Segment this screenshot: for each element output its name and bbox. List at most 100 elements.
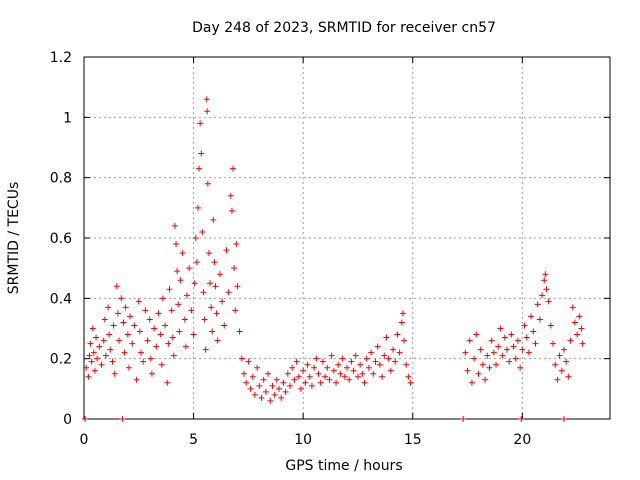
data-point [158,361,165,368]
data-point [147,355,154,362]
data-point [372,358,379,365]
data-point [344,364,350,371]
data-point [565,373,572,380]
data-point [556,352,563,359]
data-point [363,355,370,362]
data-point [376,361,383,368]
data-point [171,222,178,229]
data-point [280,379,287,386]
data-point [530,328,537,335]
data-point [379,373,386,380]
data-point [560,416,567,422]
data-point [168,307,175,314]
data-point [306,373,313,380]
data-point [221,322,228,329]
data-point [170,352,177,359]
y-tick-label: 0.2 [50,352,72,368]
data-point [162,322,169,329]
data-point [93,334,100,341]
data-point [100,337,107,344]
data-point [542,271,549,278]
data-point [245,358,252,365]
data-point [394,331,401,338]
data-point [464,367,471,374]
data-point [324,364,331,371]
data-point [471,355,478,362]
data-point [203,96,210,103]
data-point [271,391,278,398]
data-point [228,207,235,214]
data-point [291,376,298,383]
y-tick-label: 1 [63,110,72,126]
data-point [293,358,300,365]
data-point [94,355,101,362]
data-point [188,307,195,314]
x-tick-label: 10 [294,432,312,448]
data-point [169,334,176,341]
data-point [262,388,269,395]
data-point [230,165,237,172]
data-point [133,376,140,383]
data-point [473,331,480,338]
data-point [193,259,200,266]
data-point [276,385,283,392]
data-point [205,250,212,257]
data-point [109,358,116,365]
data-point [282,388,289,395]
data-point [477,346,484,353]
y-tick-label: 0.8 [50,171,72,187]
data-point [501,334,508,341]
data-point [127,313,134,320]
data-point [119,416,126,422]
data-point [164,379,171,386]
data-point [499,352,506,359]
data-point [567,337,574,344]
data-point [374,343,381,350]
y-tick-label: 1.2 [50,50,72,66]
data-point [107,346,114,353]
data-point [182,343,189,350]
data-point [89,325,96,332]
data-point [201,316,208,323]
data-point [569,304,576,311]
data-point [234,283,241,290]
data-point [528,313,535,320]
data-point [142,307,149,314]
data-point [576,313,583,320]
data-point [552,361,559,368]
data-point [106,331,113,338]
data-point [493,361,500,368]
data-point [166,286,173,293]
data-point [335,361,342,368]
data-point [466,337,473,344]
data-point [176,328,183,335]
data-point [560,346,567,353]
data-point [122,304,129,311]
data-point [387,367,394,374]
x-tick-label: 0 [80,432,89,448]
data-point [297,385,304,392]
data-point [91,367,98,374]
data-point [462,349,469,356]
data-point [545,298,552,305]
data-point [192,235,199,241]
data-point [200,289,207,296]
data-point [304,361,311,368]
data-point [370,370,377,377]
data-point [571,319,578,326]
data-point [497,325,504,332]
x-tick-label: 5 [189,432,198,448]
data-point [517,364,524,371]
data-point [278,394,285,401]
data-point [216,271,223,278]
data-point [111,370,118,377]
x-tick-label: 20 [513,432,531,448]
data-point [322,373,329,380]
data-point [400,337,407,344]
data-point [124,331,131,338]
data-point [317,379,324,386]
data-point [96,343,103,350]
data-point [249,373,256,380]
data-point [267,397,274,404]
data-point [311,364,318,371]
